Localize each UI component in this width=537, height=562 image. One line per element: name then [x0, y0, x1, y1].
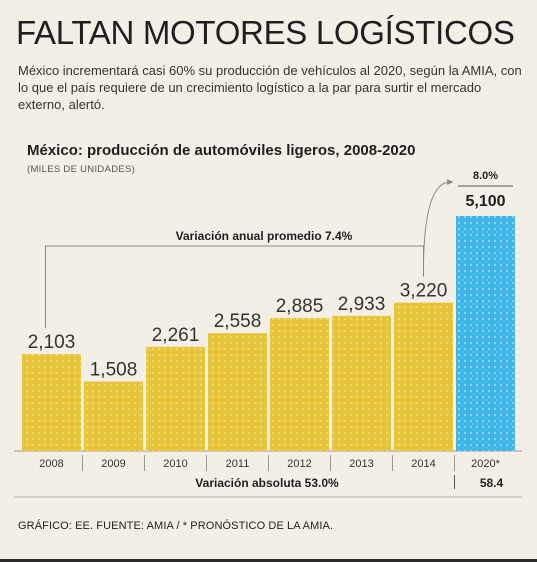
x-tick-label: 2008: [39, 458, 63, 470]
data-label: 3,220: [400, 281, 448, 302]
source-note: GRÁFICO: EE. FUENTE: AMIA / * PRONÓSTICO…: [18, 520, 334, 532]
data-label: 2,558: [214, 311, 262, 332]
data-label: 2,103: [28, 332, 76, 353]
x-tick-label: 2012: [287, 458, 311, 470]
bar-2014: [394, 302, 453, 451]
x-tick-label: 2013: [349, 458, 373, 470]
x-tick-label: 2020*: [471, 458, 500, 470]
bar-2008: [22, 354, 81, 451]
x-tick-label: 2009: [101, 458, 125, 470]
forecast-absolute-label: 58.4: [480, 476, 504, 490]
bar-2012: [270, 318, 329, 451]
bar-2009: [84, 381, 143, 451]
x-tick-label: 2014: [411, 458, 435, 470]
data-label: 2,261: [152, 325, 200, 346]
lede-paragraph: México incrementará casi 60% su producci…: [18, 63, 522, 112]
headline: FALTAN MOTORES LOGÍSTICOS: [16, 14, 515, 51]
growth-arrow: [423, 179, 454, 271]
x-tick-label: 2010: [163, 458, 187, 470]
bar-2010: [146, 346, 205, 451]
chart-unit-label: (MILES DE UNIDADES): [27, 164, 136, 175]
data-label-forecast: 5,100: [465, 193, 505, 210]
chart-title: México: producción de automóviles ligero…: [27, 142, 416, 159]
bottom-rule: [0, 559, 537, 562]
bar-2011: [208, 333, 267, 451]
bar-2013: [332, 315, 391, 451]
x-tick-label: 2011: [226, 458, 250, 470]
absolute-variation-label: Variación absoluta 53.0%: [195, 476, 339, 490]
data-label: 1,508: [90, 360, 138, 381]
data-label: 2,885: [276, 296, 324, 317]
forecast-growth-label: 8.0%: [473, 170, 498, 182]
annual-variation-label: Variación anual promedio 7.4%: [176, 229, 353, 243]
bar-2020: [456, 216, 515, 451]
data-label: 2,933: [338, 294, 386, 315]
bar-chart: 2008 2,103 2009 1,508 2010 2,261 2011 2,558 2012…: [14, 170, 522, 498]
